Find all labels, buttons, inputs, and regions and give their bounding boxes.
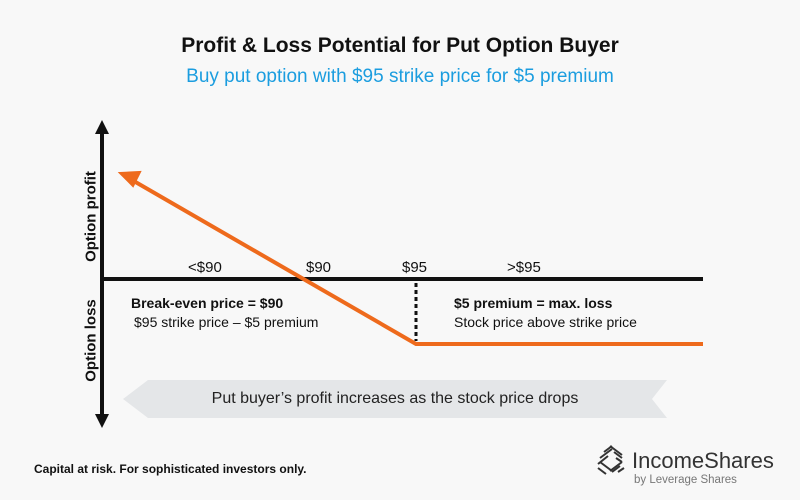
breakeven-detail: $95 strike price – $5 premium xyxy=(134,314,319,330)
y-axis-arrow-down xyxy=(95,414,109,428)
max-loss-heading: $5 premium = max. loss xyxy=(454,295,613,311)
tick-90: $90 xyxy=(306,259,332,276)
breakeven-heading: Break-even price = $90 xyxy=(131,295,284,311)
banner-text: Put buyer’s profit increases as the stoc… xyxy=(211,390,579,407)
page-subtitle: Buy put option with $95 strike price for… xyxy=(186,66,614,87)
max-loss-detail: Stock price above strike price xyxy=(454,314,637,330)
y-axis-arrow-up xyxy=(95,120,109,134)
disclaimer: Capital at risk. For sophisticated inves… xyxy=(34,462,307,476)
brand-name: IncomeShares xyxy=(632,448,774,473)
banner-arrow xyxy=(123,380,667,418)
brand-tagline: by Leverage Shares xyxy=(634,474,737,486)
tick-95: $95 xyxy=(402,259,428,276)
payoff-line xyxy=(130,178,703,346)
page-title: Profit & Loss Potential for Put Option B… xyxy=(181,34,619,57)
tick-below-90: <$90 xyxy=(188,259,222,276)
y-axis-label-profit: Option profit xyxy=(82,171,100,262)
y-axis-label-loss: Option loss xyxy=(82,299,100,382)
tick-above-95: >$95 xyxy=(507,259,541,276)
payoff-arrowhead xyxy=(117,170,142,188)
